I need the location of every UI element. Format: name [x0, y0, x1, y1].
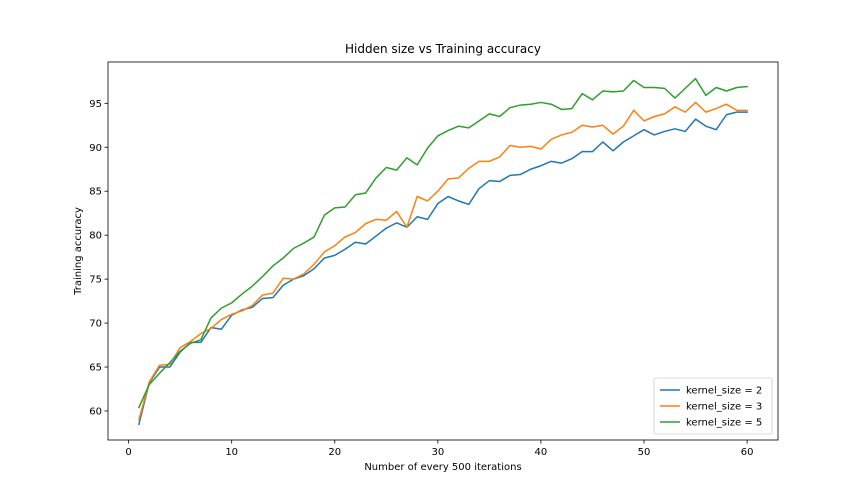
x-tick-label: 20	[328, 447, 341, 458]
y-tick-label: 80	[89, 231, 102, 242]
legend-box	[653, 377, 773, 435]
plot-frame	[107, 61, 779, 441]
y-axis-ticks: 60 65 70 75 80 85 90 95	[89, 99, 108, 417]
y-axis-label: Training accuracy	[73, 207, 84, 296]
x-tick-label: 30	[431, 447, 444, 458]
legend: kernel_size = 2 kernel_size = 3 kernel_siz…	[653, 377, 773, 435]
x-tick-label: 60	[741, 447, 754, 458]
y-tick-label: 95	[89, 99, 102, 110]
series-line-2	[137, 101, 748, 421]
x-tick-label: 50	[638, 447, 651, 458]
x-tick-label: 0	[125, 447, 131, 458]
series-lines	[137, 77, 748, 426]
chart-title: Hidden size vs Training accuracy	[345, 42, 541, 56]
y-tick-label: 70	[89, 319, 102, 330]
y-tick-label: 90	[89, 143, 102, 154]
x-tick-label: 40	[535, 447, 548, 458]
y-tick-label: 60	[89, 406, 102, 417]
x-axis-ticks: 0 10 20 30 40 50 60	[125, 440, 753, 458]
y-tick-label: 85	[89, 187, 102, 198]
legend-label: kernel_size = 3	[686, 402, 762, 413]
legend-label: kernel_size = 2	[686, 386, 762, 397]
plot-area: 0 10 20 30 40 50 60 60 65 70 75 80 85 90 95	[89, 61, 779, 458]
x-tick-label: 10	[225, 447, 238, 458]
series-line-3	[137, 77, 748, 409]
x-axis-label: Number of every 500 iterations	[364, 462, 521, 473]
y-tick-label: 65	[89, 363, 102, 374]
legend-label: kernel_size = 5	[686, 418, 762, 429]
y-tick-label: 75	[89, 275, 102, 286]
